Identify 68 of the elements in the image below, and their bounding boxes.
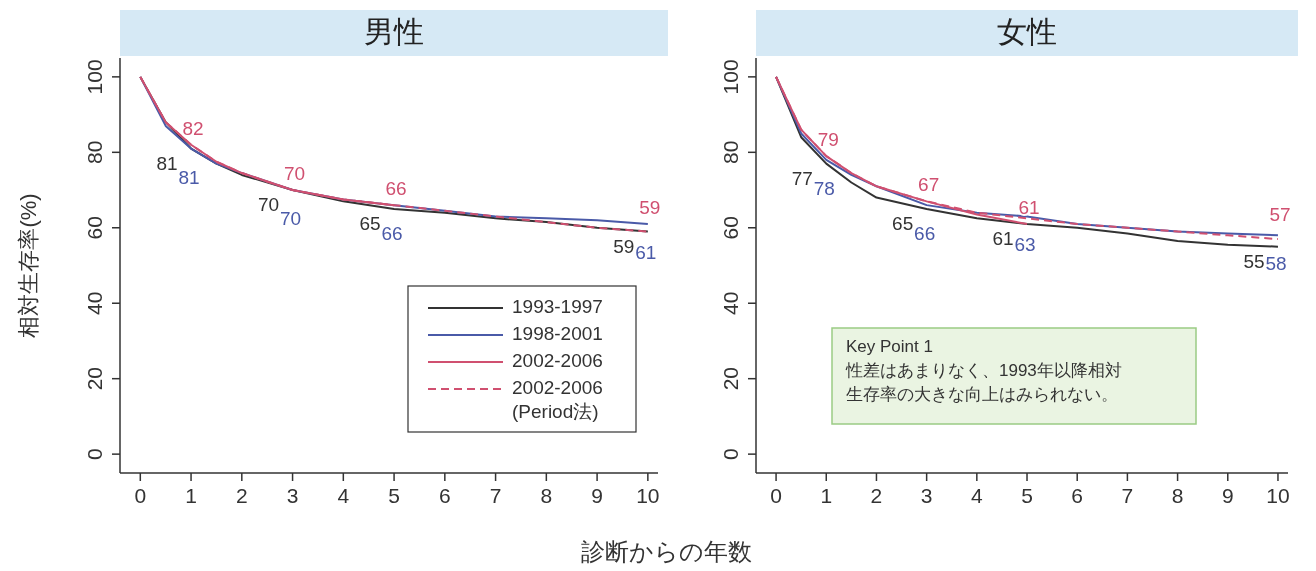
x-tick-label: 6 <box>1071 483 1084 507</box>
x-tick-label: 1 <box>820 483 833 507</box>
x-tick-label: 9 <box>1221 483 1234 507</box>
y-axis-title: 相対生存率(%) <box>15 193 41 338</box>
x-tick-label: 2 <box>870 483 883 507</box>
x-tick-label: 4 <box>970 483 983 507</box>
y-tick-label: 80 <box>82 140 106 164</box>
data-label: 67 <box>918 174 940 196</box>
x-tick-label: 4 <box>337 483 350 507</box>
x-tick-label: 3 <box>286 483 299 507</box>
annotation: 性差はあまりなく、1993年以降相対生存率の大きな向上はみられない。 <box>845 361 1122 404</box>
y-tick-label: 20 <box>718 367 742 391</box>
data-label: 59 <box>639 196 661 218</box>
x-tick-label: 1 <box>185 483 197 507</box>
x-tick-label: 10 <box>636 483 660 507</box>
y-tick-label: 100 <box>82 59 106 95</box>
data-label: 79 <box>817 129 839 151</box>
x-tick-label: 3 <box>920 483 933 507</box>
x-tick-label: 8 <box>1171 483 1184 507</box>
data-label: 82 <box>182 117 204 139</box>
data-label: 61 <box>1018 197 1040 219</box>
data-label: 63 <box>1014 234 1036 256</box>
x-tick-label: 7 <box>1121 483 1134 507</box>
data-label: 81 <box>178 166 200 188</box>
y-tick-label: 40 <box>718 291 742 315</box>
x-tick-label: 0 <box>770 483 782 507</box>
y-tick-label: 80 <box>718 140 742 164</box>
data-label: 66 <box>914 223 936 245</box>
y-tick-label: 20 <box>82 367 106 391</box>
data-label: 81 <box>156 152 178 174</box>
x-tick-label: 7 <box>489 483 502 507</box>
data-label: 70 <box>280 208 302 230</box>
data-label: 55 <box>1243 250 1265 272</box>
y-tick-label: 60 <box>82 216 106 240</box>
x-tick-label: 8 <box>540 483 553 507</box>
x-tick-label: 5 <box>388 483 400 507</box>
legend-label: 2002-2006 (Period法) <box>512 377 603 423</box>
x-tick-label: 5 <box>1021 483 1033 507</box>
legend-label: 1993-1997 <box>512 296 603 318</box>
y-tick-label: 0 <box>718 448 742 460</box>
data-label: 58 <box>1265 253 1287 275</box>
data-label: 61 <box>635 242 657 264</box>
legend-label: 1998-2001 <box>512 323 603 345</box>
x-tick-label: 2 <box>235 483 248 507</box>
x-tick-label: 0 <box>134 483 147 507</box>
x-tick-label: 9 <box>591 483 603 507</box>
data-label: 57 <box>1269 204 1291 226</box>
data-label: 66 <box>381 223 403 245</box>
data-label: 70 <box>284 163 306 185</box>
y-tick-label: 100 <box>718 59 742 95</box>
x-tick-label: 6 <box>438 483 451 507</box>
data-label: 77 <box>791 167 813 189</box>
y-tick-label: 60 <box>718 216 742 240</box>
legend-label: 2002-2006 <box>512 350 603 372</box>
chart-title: 女性 <box>997 14 1057 48</box>
annotation: Key Point 1 <box>846 337 933 356</box>
chart-title: 男性 <box>364 14 424 48</box>
data-label: 66 <box>385 178 407 200</box>
data-label: 61 <box>992 228 1014 250</box>
x-axis-title: 診断からの年数 <box>580 538 752 566</box>
data-label: 78 <box>813 177 835 199</box>
data-label: 65 <box>892 212 914 234</box>
data-label: 70 <box>258 194 280 216</box>
y-tick-label: 40 <box>82 291 106 315</box>
data-label: 65 <box>359 212 381 234</box>
data-label: 59 <box>613 235 635 257</box>
y-tick-label: 0 <box>82 448 106 460</box>
x-tick-label: 10 <box>1266 483 1290 507</box>
